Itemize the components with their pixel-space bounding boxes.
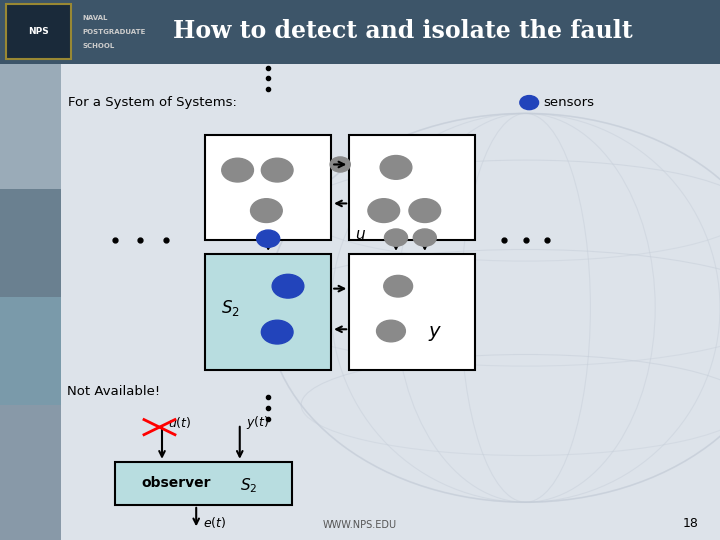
Text: $S_2$: $S_2$	[221, 298, 240, 318]
Circle shape	[413, 229, 436, 246]
Text: $u(t)$: $u(t)$	[168, 415, 192, 430]
Text: $y$: $y$	[428, 323, 443, 343]
Text: NAVAL: NAVAL	[83, 15, 108, 21]
Text: POSTGRADUATE: POSTGRADUATE	[83, 29, 146, 35]
Text: 18: 18	[683, 517, 698, 530]
FancyBboxPatch shape	[205, 135, 331, 240]
FancyBboxPatch shape	[6, 4, 71, 59]
Text: WWW.NPS.EDU: WWW.NPS.EDU	[323, 520, 397, 530]
Circle shape	[256, 230, 279, 247]
Circle shape	[377, 320, 405, 342]
FancyBboxPatch shape	[0, 64, 61, 189]
Text: $y(t)$: $y(t)$	[246, 414, 269, 431]
Text: $u$: $u$	[355, 228, 366, 242]
Text: SCHOOL: SCHOOL	[83, 43, 115, 49]
Circle shape	[409, 199, 441, 222]
Text: Not Available!: Not Available!	[67, 385, 160, 398]
Circle shape	[251, 199, 282, 222]
FancyBboxPatch shape	[0, 405, 61, 540]
Text: $S_2$: $S_2$	[240, 477, 257, 495]
FancyBboxPatch shape	[349, 135, 475, 240]
Circle shape	[272, 274, 304, 298]
Circle shape	[261, 158, 293, 182]
Circle shape	[384, 275, 413, 297]
Circle shape	[261, 320, 293, 344]
Text: NPS: NPS	[28, 28, 48, 36]
FancyBboxPatch shape	[0, 297, 61, 405]
Text: sensors: sensors	[544, 96, 595, 109]
Text: $e(t)$: $e(t)$	[203, 515, 227, 530]
FancyBboxPatch shape	[115, 462, 292, 505]
FancyBboxPatch shape	[0, 0, 720, 64]
Circle shape	[222, 158, 253, 182]
Circle shape	[330, 157, 350, 172]
Circle shape	[368, 199, 400, 222]
Circle shape	[520, 96, 539, 110]
Text: For a System of Systems:: For a System of Systems:	[68, 96, 238, 109]
FancyBboxPatch shape	[205, 254, 331, 370]
Text: observer: observer	[142, 476, 211, 490]
FancyBboxPatch shape	[0, 64, 61, 540]
FancyBboxPatch shape	[0, 189, 61, 297]
Text: How to detect and isolate the fault: How to detect and isolate the fault	[174, 18, 633, 43]
FancyBboxPatch shape	[349, 254, 475, 370]
Circle shape	[384, 229, 408, 246]
Circle shape	[380, 156, 412, 179]
